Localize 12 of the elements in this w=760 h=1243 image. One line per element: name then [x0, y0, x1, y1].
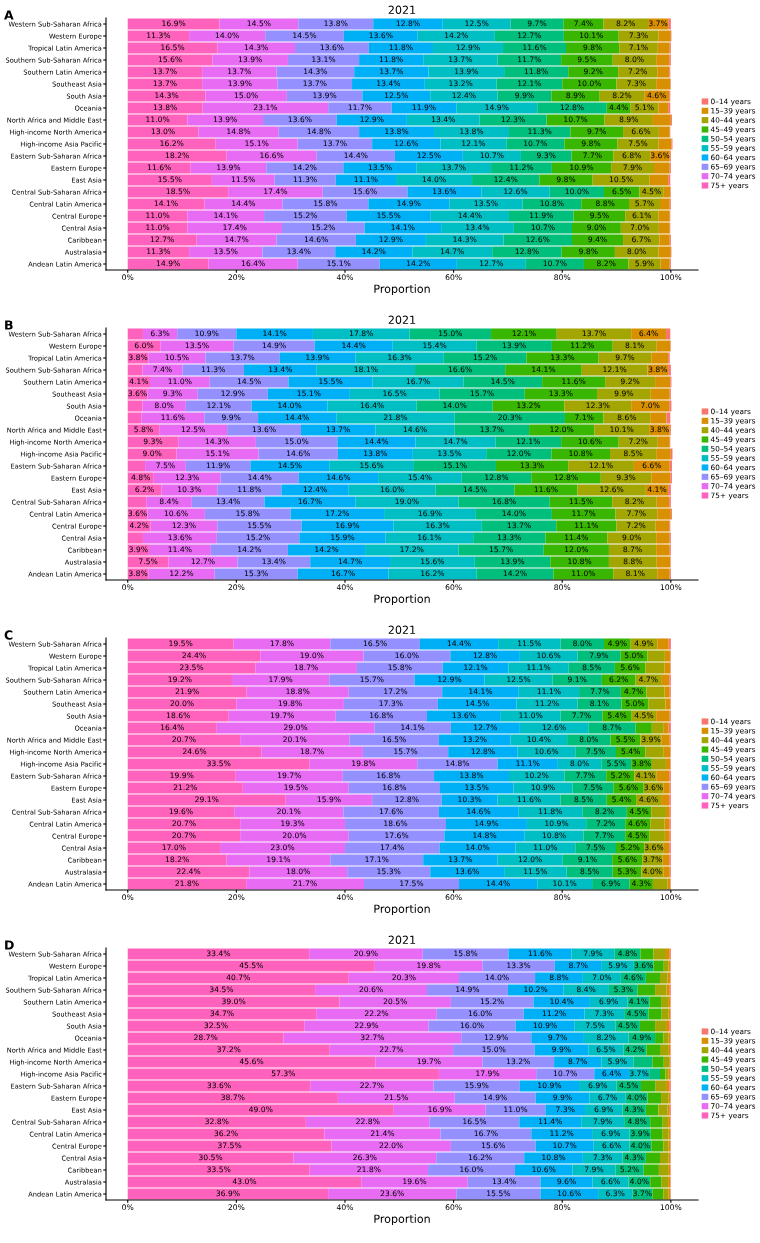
chart-title: 2021: [388, 625, 416, 634]
chart-title: 2021: [388, 5, 416, 14]
x-axis-title: Proportion: [374, 594, 430, 606]
x-axis-title: Proportion: [374, 1214, 430, 1226]
x-axis-title: Proportion: [374, 904, 430, 916]
x-axis-title: Proportion: [374, 284, 430, 296]
text: C: [4, 630, 13, 640]
text: B: [5, 320, 13, 330]
text: D: [5, 940, 14, 950]
chart-title: 2021: [388, 935, 416, 944]
chart-title: 2021: [388, 315, 416, 324]
text: A: [4, 10, 14, 20]
